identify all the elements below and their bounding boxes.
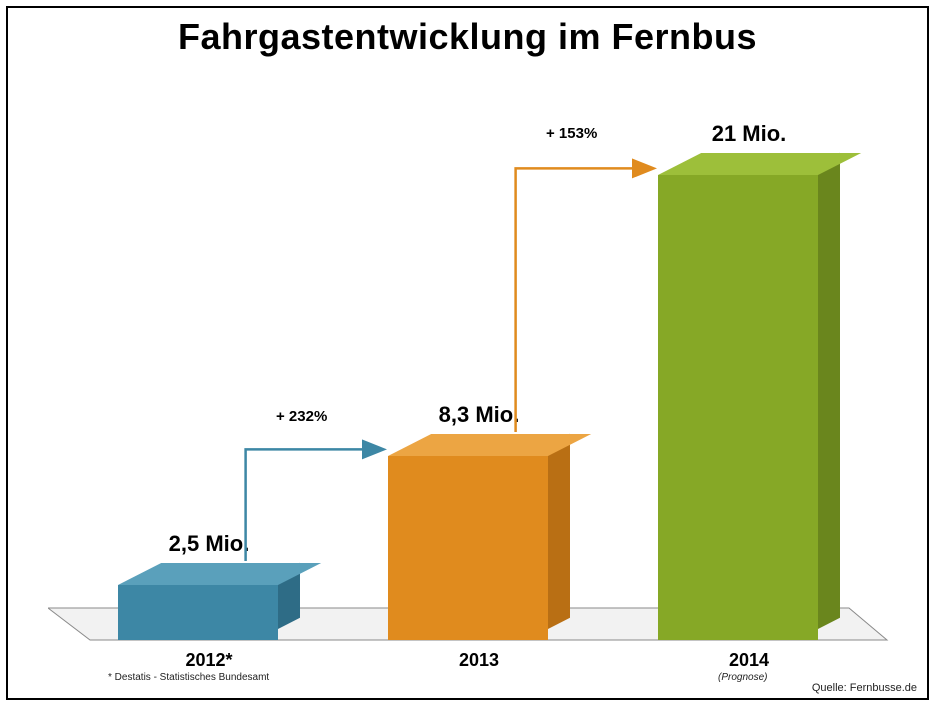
x-axis-label: 2012* <box>109 650 309 671</box>
bar-value-label: 21 Mio. <box>649 121 849 147</box>
chart-title: Fahrgastentwicklung im Fernbus <box>8 16 927 58</box>
growth-label: + 153% <box>546 125 597 142</box>
x-axis-label: 2014 <box>649 650 849 671</box>
bar-front <box>118 585 278 640</box>
chart-frame: Fahrgastentwicklung im Fernbus 2,5 Mio.2… <box>6 6 929 700</box>
growth-arrow <box>516 168 652 432</box>
bar-value-label: 8,3 Mio. <box>379 402 579 428</box>
footnote: * Destatis - Statistisches Bundesamt <box>108 672 269 683</box>
bar-2012 <box>118 585 278 640</box>
bar-2013 <box>388 456 548 640</box>
bar-2014 <box>658 175 818 640</box>
bar-side <box>818 153 840 629</box>
bar-value-label: 2,5 Mio. <box>109 531 309 557</box>
bar-front <box>658 175 818 640</box>
bar-front <box>388 456 548 640</box>
chart-area: 2,5 Mio.2012*8,3 Mio.201321 Mio.2014(Pro… <box>48 78 891 648</box>
x-axis-sublabel: (Prognose) <box>718 672 767 683</box>
bar-side <box>548 434 570 629</box>
growth-label: + 232% <box>276 408 327 425</box>
source-credit: Quelle: Fernbusse.de <box>812 682 917 694</box>
x-axis-label: 2013 <box>379 650 579 671</box>
